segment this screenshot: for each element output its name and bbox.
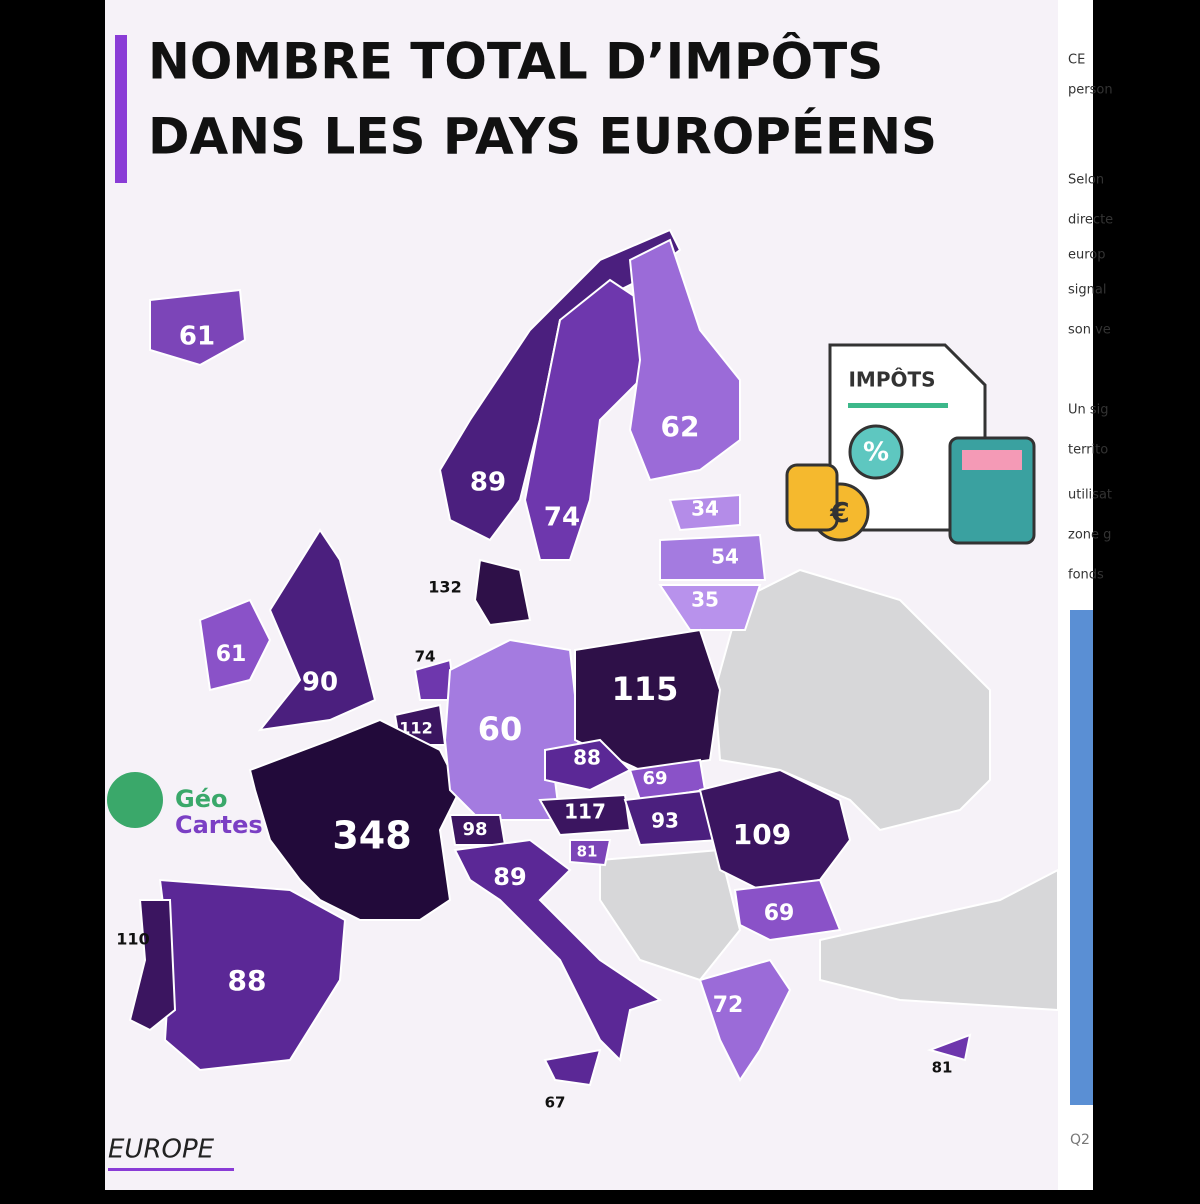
country-value: 132	[428, 578, 461, 597]
side-snippet: son ve	[1068, 323, 1111, 338]
country-value: 115	[612, 670, 679, 708]
country-value: 61	[179, 322, 215, 352]
country	[659, 533, 767, 581]
side-snippet: Selon	[1068, 173, 1104, 188]
country	[733, 878, 842, 942]
title: NOMBRE TOTAL D’IMPÔTS	[148, 32, 883, 91]
country	[248, 718, 462, 921]
country	[926, 1033, 972, 1062]
country-value: 89	[493, 863, 526, 891]
side-snippet: utilisat	[1068, 488, 1112, 503]
country	[538, 793, 632, 837]
country	[574, 628, 722, 772]
country	[698, 768, 852, 892]
country-value: 88	[228, 964, 267, 997]
country-value: 98	[462, 819, 487, 840]
country	[544, 738, 632, 792]
icon-euro: €	[829, 496, 849, 529]
logo-text: Cartes	[175, 811, 263, 839]
side-snippet: person	[1068, 83, 1113, 98]
footer-label: EUROPE	[108, 1135, 215, 1165]
side-snippet: fonds	[1068, 568, 1104, 583]
country-value: 69	[764, 901, 795, 926]
country	[543, 1048, 602, 1087]
country-value: 62	[661, 410, 700, 443]
country	[523, 278, 641, 561]
country	[128, 899, 177, 1032]
country-value: 89	[470, 468, 506, 498]
country	[473, 558, 532, 627]
country-value: 88	[573, 746, 601, 770]
country-value: 60	[478, 710, 523, 748]
side-snippet: Un sig	[1068, 403, 1109, 418]
country	[628, 238, 741, 482]
logo: Géo Cartes	[107, 772, 263, 839]
side-snippet: zone g	[1068, 528, 1111, 543]
logo-text: Géo	[175, 785, 227, 813]
country-value: 74	[415, 648, 436, 666]
country	[569, 839, 612, 867]
country-value: 348	[332, 814, 411, 858]
country-value: 110	[116, 930, 149, 949]
title-bar	[115, 35, 127, 183]
icon-percent: %	[863, 438, 889, 468]
map: 6189746234543513290617411289348601158869…	[116, 228, 1059, 1112]
country-value: 109	[733, 818, 791, 851]
country-value: 72	[713, 993, 744, 1018]
side-snippet: directe	[1068, 213, 1113, 228]
side-image	[1070, 610, 1093, 1105]
title: DANS LES PAYS EUROPÉENS	[148, 107, 937, 166]
side-snippet: signal	[1068, 283, 1106, 298]
country	[257, 528, 377, 732]
country-value: 34	[691, 497, 719, 521]
country-value: 81	[577, 843, 598, 861]
footer-underline	[108, 1168, 234, 1171]
country-value: 74	[544, 503, 580, 533]
side-snippet: europ	[1068, 248, 1106, 263]
country	[658, 584, 762, 631]
no-data-country	[713, 568, 991, 832]
comment-count: Q2	[1070, 1132, 1090, 1148]
country-value: 67	[545, 1094, 566, 1112]
tax-icon: IMPÔTS % €	[785, 343, 1036, 545]
country	[668, 493, 741, 532]
country	[453, 838, 663, 1063]
country-value: 69	[642, 768, 667, 789]
country-value: 61	[216, 642, 247, 667]
country-value: 93	[651, 809, 679, 833]
icon-label: IMPÔTS	[848, 368, 935, 392]
no-data-country	[819, 868, 1059, 1012]
country-value: 35	[691, 588, 719, 612]
country	[698, 958, 792, 1082]
side-snippet: territo	[1068, 443, 1108, 458]
country	[198, 598, 272, 692]
country-value: 81	[932, 1059, 953, 1077]
side-text: CE person Selon directe europ signal son ve Un …	[1068, 53, 1113, 583]
country-value: 54	[711, 545, 739, 569]
country-value: 117	[564, 800, 606, 824]
country-value: 90	[302, 668, 338, 698]
side-snippet: CE	[1068, 53, 1085, 68]
country	[149, 288, 247, 367]
